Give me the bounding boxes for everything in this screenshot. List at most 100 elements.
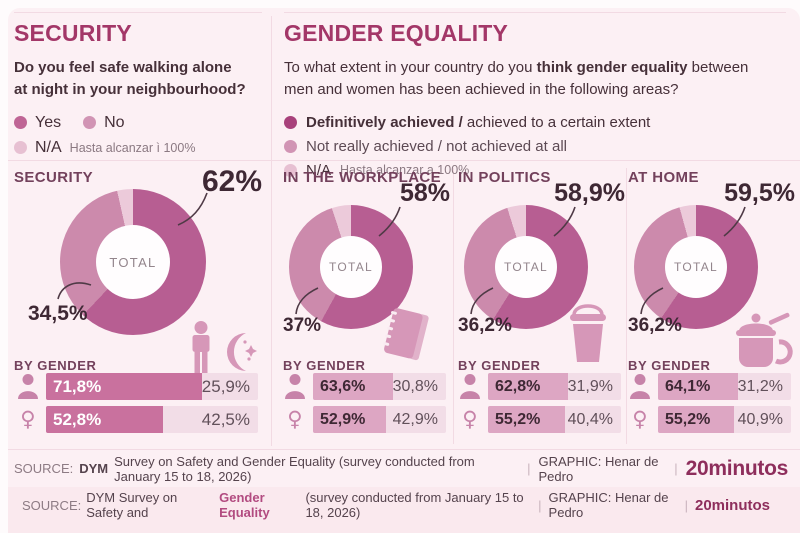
male-bar-row: 63,6% 30,8% xyxy=(283,373,446,400)
graphic-credit: GRAPHIC: Henar de Pedro xyxy=(538,453,659,484)
female-bar-rest: 42,9% xyxy=(386,406,446,433)
male-value: 64,1% xyxy=(665,377,711,395)
secondary-value: 37% xyxy=(283,315,322,336)
female-bar: 55,2% 40,9% xyxy=(658,406,791,433)
main-value: 62% xyxy=(201,165,262,198)
female-icon: ♀ xyxy=(283,409,307,430)
donut-hole: TOTAL xyxy=(96,225,170,299)
source-label: SOURCE: xyxy=(22,497,82,513)
female-bar-fill: 52,8% xyxy=(46,406,164,433)
donut-hole: TOTAL xyxy=(320,236,382,298)
male-icon xyxy=(628,374,652,399)
female-bar-fill: 55,2% xyxy=(658,406,735,433)
female-value: 52,9% xyxy=(320,410,366,428)
divider xyxy=(284,12,786,13)
male-value: 62,8% xyxy=(495,377,541,395)
male-bar-fill: 62,8% xyxy=(488,373,568,400)
secondary-value: 36,2% xyxy=(628,315,682,336)
female-bar: 52,9% 42,9% xyxy=(313,406,446,433)
source-text: Survey on Safety and Gender Equality (su… xyxy=(114,453,475,484)
divider xyxy=(8,449,800,450)
male-icon xyxy=(458,374,482,399)
ballot-box-icon xyxy=(570,304,606,362)
source-survey-org: DYM xyxy=(79,461,109,476)
male-bar-row: 71,8% 25,9% xyxy=(16,373,258,400)
security-chart: SECURITY 62% TOTAL 34,5% xyxy=(14,165,262,448)
gender-equality-panel: GENDER EQUALITY To what extent in your c… xyxy=(284,20,790,179)
female-bar-rest: 42,5% xyxy=(163,406,258,433)
na-dot-icon xyxy=(14,141,27,154)
male-bar-fill: 71,8% xyxy=(46,373,202,400)
security-question-line1: Do you feel safe walking alone xyxy=(14,59,232,76)
notebook-icon xyxy=(383,308,429,361)
legend-na-note: Hasta alcanzar a 100% xyxy=(340,163,470,177)
female-icon: ♀ xyxy=(458,409,482,430)
female-rest-value: 40,4% xyxy=(567,410,613,428)
separator: | xyxy=(538,497,542,513)
source-line-2: SOURCE: DYM Survey on Safety and Gender … xyxy=(8,487,800,533)
person-icon xyxy=(192,321,210,373)
achieved-dot-icon xyxy=(284,115,297,129)
male-bar-rest: 30,8% xyxy=(393,373,446,400)
female-bar-fill: 52,9% xyxy=(313,406,387,433)
male-bar: 71,8% 25,9% xyxy=(46,373,258,400)
source-line: SOURCE: DYM Survey on Safety and Gender … xyxy=(14,450,788,487)
main-value: 58% xyxy=(399,179,450,207)
question-bold: think gender equality xyxy=(536,59,688,76)
separator: | xyxy=(684,497,688,513)
main-value: 58,9% xyxy=(554,179,625,207)
gender-equality-title: GENDER EQUALITY xyxy=(284,20,509,46)
security-question-line2: at night in your neighbourhood? xyxy=(14,80,246,98)
male-rest-value: 25,9% xyxy=(201,376,250,396)
separator: | xyxy=(527,461,531,476)
donut-hole: TOTAL xyxy=(665,236,727,298)
source-highlight: Gender Equality xyxy=(219,490,270,520)
legend-achieved-bold: Definitively achieved / xyxy=(306,113,463,131)
chart-title: IN THE WORKPLACE xyxy=(283,169,442,186)
not-achieved-dot-icon xyxy=(284,139,297,153)
male-rest-value: 31,2% xyxy=(737,377,783,395)
by-gender-label: BY GENDER xyxy=(458,358,541,373)
male-bar: 63,6% 30,8% xyxy=(313,373,446,400)
female-icon: ♀ xyxy=(16,409,40,430)
divider xyxy=(8,160,800,161)
female-rest-value: 42,5% xyxy=(201,409,250,429)
male-rest-value: 30,8% xyxy=(392,377,438,395)
total-label: TOTAL xyxy=(328,260,374,274)
workplace-chart: IN THE WORKPLACE 58% TOTAL 37% BY GENDER xyxy=(283,165,450,448)
female-bar-rest: 40,9% xyxy=(734,406,791,433)
female-glyph: ♀ xyxy=(287,407,303,431)
gender-question-line2: men and women has been achieved in the f… xyxy=(284,80,679,98)
yes-dot-icon xyxy=(14,116,27,129)
separator: | xyxy=(674,461,678,476)
legend-na-note: Hasta alcanzar ì 100% xyxy=(69,140,196,155)
home-chart: AT HOME 59,5% TOTAL 36,2% BY GENDER 6 xyxy=(628,165,795,448)
legend-row-na: N/A Hasta alcanzar a 100% xyxy=(284,162,790,179)
moon-icon xyxy=(227,333,257,371)
security-panel: SECURITY Do you feel safe walking alone … xyxy=(14,20,266,157)
male-bar-rest: 31,9% xyxy=(568,373,621,400)
gender-equality-question: To what extent in your country do you th… xyxy=(284,57,790,101)
by-gender-label: BY GENDER xyxy=(283,358,366,373)
security-legend-row-yes-no: Yes No xyxy=(14,114,266,132)
gender-question-line1: To what extent in your country do you th… xyxy=(284,57,790,79)
male-bar-fill: 64,1% xyxy=(658,373,738,400)
female-bar-row: ♀ 52,8% 42,5% xyxy=(16,406,258,433)
legend-row-achieved: Definitively achieved / achieved to a ce… xyxy=(284,114,790,131)
male-bar-row: 64,1% 31,2% xyxy=(628,373,791,400)
chart-title: AT HOME xyxy=(628,169,699,186)
legend-achieved-label: Definitively achieved / achieved to a ce… xyxy=(306,114,650,131)
graphic-credit: GRAPHIC: Henar de Pedro xyxy=(548,490,669,520)
male-icon xyxy=(283,374,307,399)
female-bar: 52,8% 42,5% xyxy=(46,406,258,433)
female-rest-value: 42,9% xyxy=(392,410,438,428)
no-dot-icon xyxy=(83,116,97,129)
legend-na-label: N/A xyxy=(306,161,332,179)
legend-row-not-achieved: Not really achieved / not achieved at al… xyxy=(284,138,790,155)
na-dot-icon xyxy=(284,163,297,177)
question-post: between xyxy=(687,59,749,76)
male-bar-fill: 63,6% xyxy=(313,373,393,400)
female-glyph: ♀ xyxy=(462,407,478,431)
male-bar: 62,8% 31,9% xyxy=(488,373,621,400)
